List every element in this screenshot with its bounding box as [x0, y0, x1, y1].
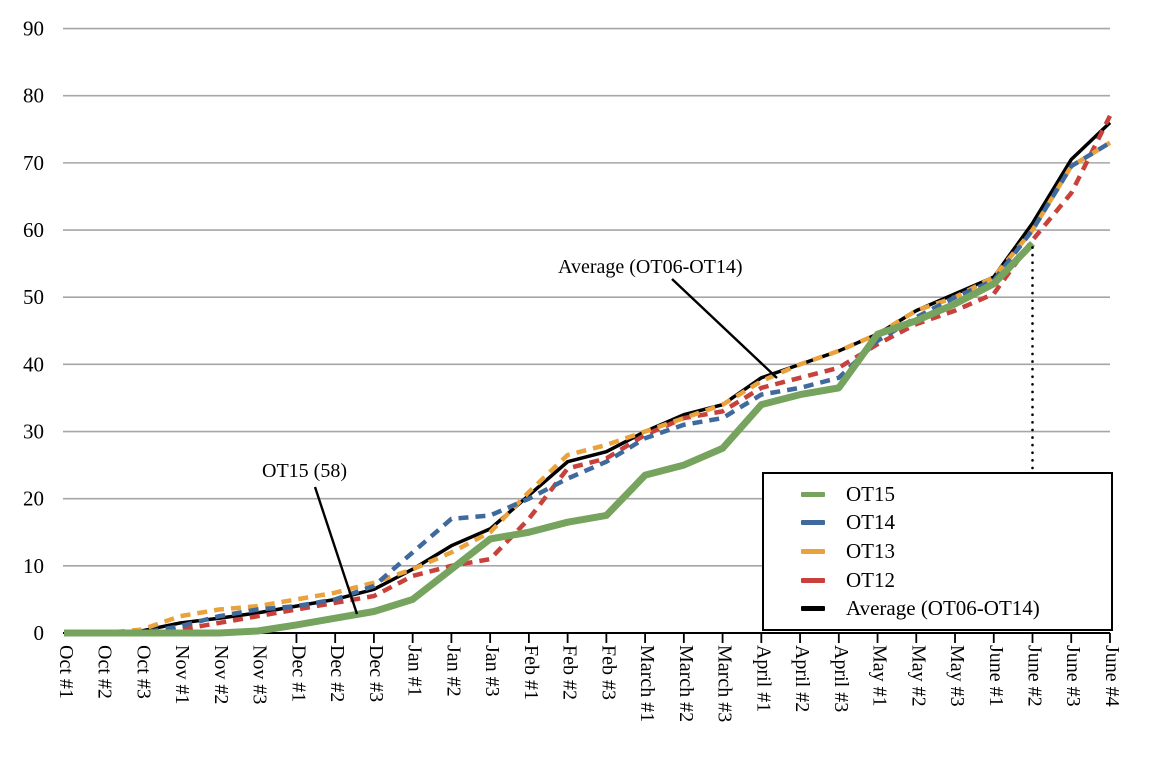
- legend-swatch-ot15: [801, 491, 825, 497]
- y-axis-label-40: 40: [23, 352, 44, 376]
- x-axis-label: June #3: [1062, 645, 1084, 707]
- legend-label-ot12: OT12: [846, 567, 895, 592]
- x-axis-label: May #3: [946, 645, 968, 707]
- legend-label-average: Average (OT06-OT14): [846, 596, 1040, 621]
- y-axis-label-50: 50: [23, 285, 44, 309]
- y-axis-label-30: 30: [23, 420, 44, 444]
- x-axis-label: Feb #2: [559, 645, 581, 700]
- legend: OT15 OT14 OT13 OT12 Average (OT06-OT14): [762, 472, 1113, 631]
- x-axis-label: June #4: [1101, 645, 1123, 707]
- x-axis-label: April #1: [752, 645, 774, 712]
- x-axis-label: April #2: [791, 645, 813, 712]
- x-axis-label: Oct #3: [132, 645, 154, 699]
- legend-swatch-ot14: [801, 520, 825, 526]
- x-axis-label: Nov #3: [249, 645, 271, 704]
- x-axis-label: Dec #2: [326, 645, 348, 702]
- series-line-ot13: [64, 140, 1112, 636]
- annotation-leader-average-callout: [671, 278, 778, 379]
- series-line-ot12: [64, 114, 1112, 636]
- y-axis-label-60: 60: [23, 218, 44, 242]
- x-axis-label: Nov #1: [171, 645, 193, 704]
- x-axis-label: Feb #1: [520, 645, 542, 700]
- legend-label-ot15: OT15: [846, 481, 895, 506]
- legend-swatch-average: [801, 606, 825, 612]
- legend-label-ot13: OT13: [846, 538, 895, 563]
- y-axis-label-70: 70: [23, 151, 44, 175]
- x-axis-label: March #2: [675, 645, 697, 722]
- y-axis-label-80: 80: [23, 84, 44, 108]
- series-line-ot15: [64, 241, 1036, 637]
- legend-item-ot14[interactable]: OT14: [801, 512, 1103, 533]
- x-axis-label: March #3: [714, 645, 736, 722]
- x-axis-label: April #3: [830, 645, 852, 712]
- x-axis-label: March #1: [636, 645, 658, 722]
- series-line-average-ot06-ot14: [64, 121, 1112, 635]
- annotation-text-average-callout: Average (OT06-OT14): [558, 256, 743, 278]
- x-axis-label: Feb #3: [597, 645, 619, 700]
- x-axis-label: May #2: [907, 645, 929, 707]
- x-axis-label: Oct #2: [94, 645, 116, 699]
- x-axis-label: Jan #1: [404, 645, 426, 697]
- x-axis-label: Dec #3: [365, 645, 387, 702]
- legend-item-average[interactable]: Average (OT06-OT14): [801, 598, 1103, 619]
- y-axis-label-90: 90: [23, 17, 44, 41]
- x-axis-label: June #1: [985, 645, 1007, 707]
- x-axis-label: Jan #3: [481, 645, 503, 697]
- legend-swatch-ot12: [801, 577, 825, 583]
- y-axis-label-0: 0: [34, 621, 45, 645]
- legend-swatch-ot13: [801, 548, 825, 554]
- legend-item-ot12[interactable]: OT12: [801, 567, 1103, 592]
- legend-item-ot13[interactable]: OT13: [801, 538, 1103, 563]
- x-axis-label: Dec #1: [287, 645, 309, 702]
- y-axis-label-20: 20: [23, 487, 44, 511]
- x-axis-label: Nov #2: [210, 645, 232, 704]
- annotation-leader-ot15-callout: [313, 486, 359, 615]
- x-axis-label: Jan #2: [442, 645, 464, 697]
- series-line-ot14: [64, 140, 1112, 636]
- x-axis-label: Oct #1: [55, 645, 77, 699]
- annotation-text-ot15-callout: OT15 (58): [262, 460, 347, 482]
- legend-item-ot15[interactable]: OT15: [801, 481, 1103, 506]
- y-axis-label-10: 10: [23, 554, 44, 578]
- x-axis-label: June #2: [1024, 645, 1046, 707]
- legend-label-ot14: OT14: [846, 510, 895, 535]
- x-axis-label: May #1: [869, 645, 891, 707]
